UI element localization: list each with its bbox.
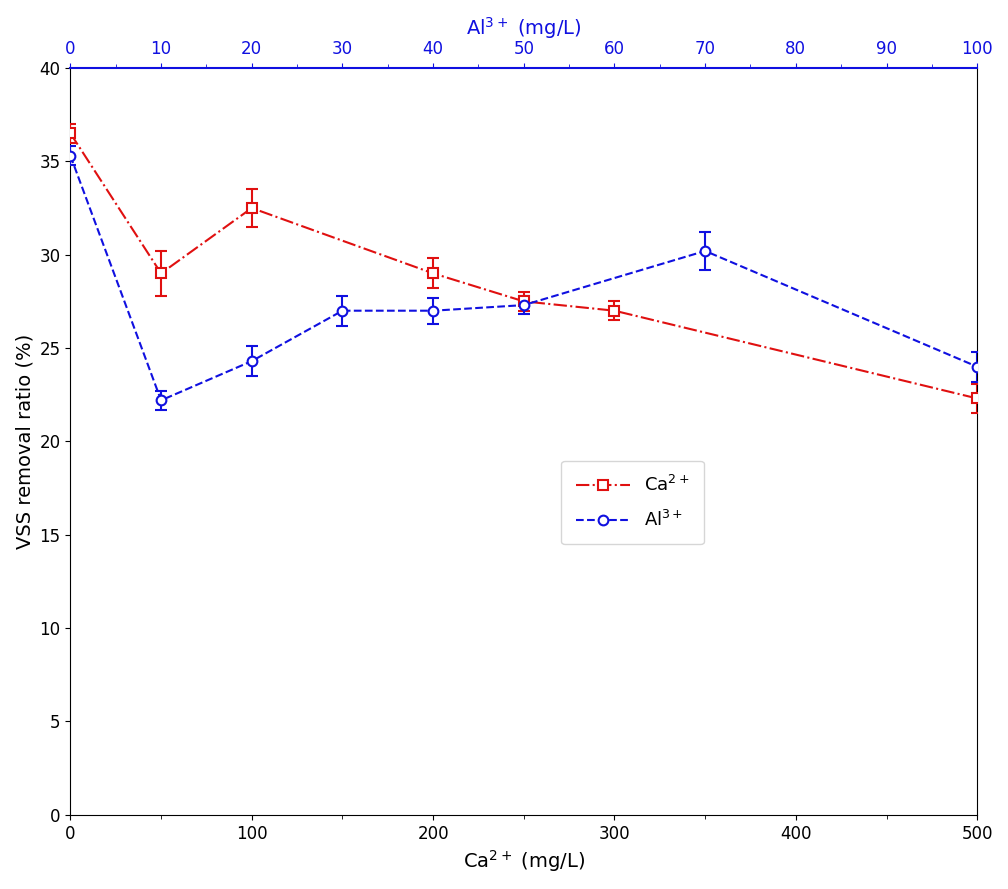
Legend: Ca$^{2+}$, Al$^{3+}$: Ca$^{2+}$, Al$^{3+}$ — [561, 461, 705, 544]
Y-axis label: VSS removal ratio (%): VSS removal ratio (%) — [15, 333, 34, 549]
X-axis label: Al$^{3+}$ (mg/L): Al$^{3+}$ (mg/L) — [466, 15, 582, 41]
X-axis label: Ca$^{2+}$ (mg/L): Ca$^{2+}$ (mg/L) — [463, 848, 585, 874]
